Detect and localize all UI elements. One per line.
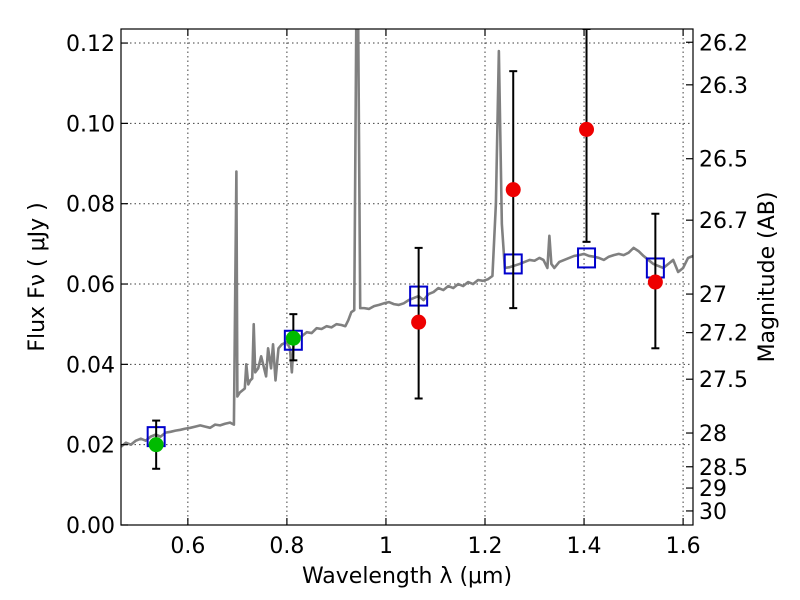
axes — [120, 28, 694, 526]
y-tick-label: 0.04 — [66, 353, 115, 378]
magnitude-tick-label: 26.2 — [699, 31, 748, 56]
y-tick-label: 0.02 — [66, 434, 115, 459]
y-axis-title: Flux Fν ( μJy ) — [25, 202, 50, 351]
measured-point — [285, 330, 301, 346]
magnitude-tick-label: 26.5 — [699, 148, 748, 173]
measured-point — [411, 314, 427, 330]
magnitude-tick-label: 27.2 — [699, 322, 748, 347]
magnitude-tick-label: 27.5 — [699, 368, 748, 393]
y-tick-label: 0.08 — [66, 193, 115, 218]
magnitude-tick-label: 26.7 — [699, 209, 748, 234]
x-tick-label: 0.6 — [170, 534, 205, 559]
measured-point — [579, 121, 595, 137]
x-tick-label: 1 — [379, 534, 393, 559]
magnitude-tick-label: 30 — [699, 500, 727, 525]
x-tick-label: 0.8 — [269, 534, 304, 559]
spectrum-line — [121, 29, 693, 448]
plot-area — [121, 29, 693, 470]
measured-point — [647, 274, 663, 290]
magnitude-tick-label: 26.3 — [699, 74, 748, 99]
measured-point — [148, 437, 164, 453]
y-tick-label: 0.06 — [66, 273, 115, 298]
x-tick-label: 1.2 — [468, 534, 503, 559]
measured-point — [505, 182, 521, 198]
y-tick-label: 0.10 — [66, 112, 115, 137]
ticks: 0.6 0.8 1 1.2 1.4 1.6 0.00 0.02 0.04 0.06 0.08 0.10… — [66, 29, 748, 559]
model-square-point — [577, 247, 597, 269]
x-axis-title: Wavelength λ (μm) — [302, 564, 512, 589]
x-tick-label: 1.6 — [666, 534, 701, 559]
y-tick-label: 0.00 — [66, 514, 115, 539]
grid — [121, 29, 693, 526]
y-axis-title-right: Magnitude (AB) — [755, 192, 780, 363]
magnitude-tick-label: 28 — [699, 422, 727, 447]
plot-frame — [120, 28, 694, 526]
y-tick-label: 0.12 — [66, 32, 115, 57]
magnitude-tick-label: 29 — [699, 477, 727, 502]
x-tick-label: 1.4 — [567, 534, 602, 559]
magnitude-tick-label: 28.5 — [699, 456, 748, 481]
magnitude-tick-label: 27 — [699, 283, 727, 308]
